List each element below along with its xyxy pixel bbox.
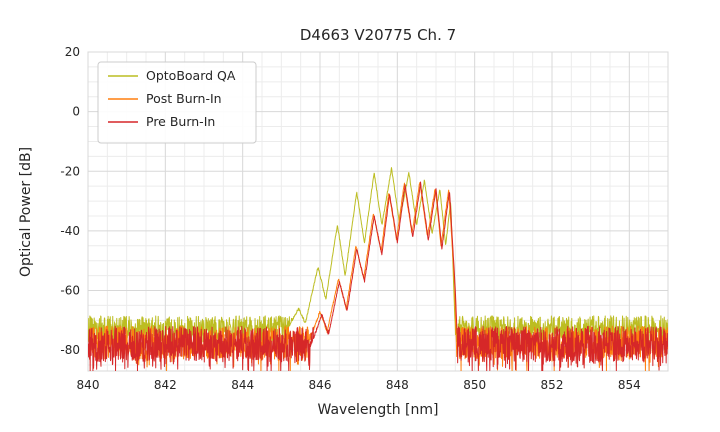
legend-label-optoboard-qa: OptoBoard QA bbox=[146, 68, 236, 83]
x-axis-label: Wavelength [nm] bbox=[318, 402, 439, 418]
y-axis-label: Optical Power [dB] bbox=[18, 147, 34, 277]
y-tick-label: -40 bbox=[60, 224, 80, 238]
y-tick-label: 0 bbox=[72, 105, 80, 119]
x-tick-label: 846 bbox=[309, 378, 332, 392]
axis-ticks: 840 842 844 846 848 850 852 854 20 0 -20 -40 -60 -80 bbox=[60, 45, 640, 392]
y-tick-label: -20 bbox=[60, 164, 80, 178]
x-tick-label: 850 bbox=[463, 378, 486, 392]
x-tick-label: 854 bbox=[618, 378, 641, 392]
chart-title: D4663 V20775 Ch. 7 bbox=[300, 26, 456, 44]
series-line-pre-burn-in bbox=[88, 181, 668, 371]
y-tick-label: -60 bbox=[60, 284, 80, 298]
grid bbox=[87, 51, 669, 372]
y-tick-label: -80 bbox=[60, 343, 80, 357]
legend: OptoBoard QA Post Burn-In Pre Burn-In bbox=[97, 61, 257, 144]
plot-border bbox=[87, 51, 669, 372]
series-lines bbox=[88, 167, 668, 371]
x-tick-label: 842 bbox=[154, 378, 177, 392]
legend-label-pre-burn-in: Pre Burn-In bbox=[146, 114, 215, 129]
x-tick-label: 848 bbox=[386, 378, 409, 392]
x-tick-label: 844 bbox=[231, 378, 254, 392]
x-tick-label: 840 bbox=[77, 378, 100, 392]
legend-label-post-burn-in: Post Burn-In bbox=[146, 91, 222, 106]
y-tick-label: 20 bbox=[65, 45, 80, 59]
x-tick-label: 852 bbox=[541, 378, 564, 392]
